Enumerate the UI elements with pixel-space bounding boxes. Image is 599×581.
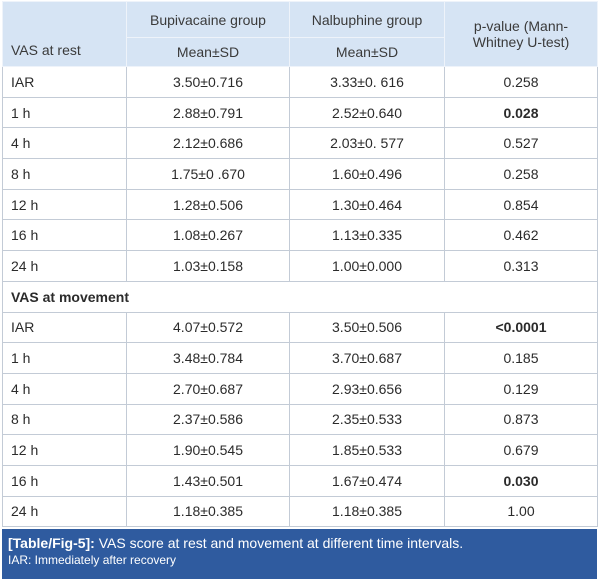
cell: 1.90±0.545 xyxy=(126,434,290,466)
cell: 0.462 xyxy=(444,219,598,252)
table-row: 1 h 3.48±0.784 3.70±0.687 0.185 xyxy=(2,342,598,374)
cell: 3.50±0.716 xyxy=(126,66,290,98)
cell: 1.43±0.501 xyxy=(126,464,290,497)
cell: 1.08±0.267 xyxy=(126,219,290,252)
cell: 1.00 xyxy=(444,495,598,528)
table-row: IAR 4.07±0.572 3.50±0.506 <0.0001 xyxy=(2,311,598,344)
cell: 0.258 xyxy=(444,158,598,190)
header-cell: Mean±SD xyxy=(126,37,290,67)
results-table: VAS at rest Bupivacaine group Nalbuphine… xyxy=(2,1,598,528)
row-label: 16 h xyxy=(2,219,127,252)
cell: 4.07±0.572 xyxy=(126,311,290,344)
cell: 1.18±0.385 xyxy=(289,495,445,528)
cell: 1.03±0.158 xyxy=(126,250,290,282)
cell: 0.030 xyxy=(444,464,598,497)
table-row: 12 h 1.90±0.545 1.85±0.533 0.679 xyxy=(2,434,598,466)
cell: 3.70±0.687 xyxy=(289,342,445,374)
row-label: 12 h xyxy=(2,188,127,221)
row-label: 8 h xyxy=(2,403,127,436)
row-label: 4 h xyxy=(2,127,127,160)
caption-note: IAR: Immediately after recovery xyxy=(8,553,177,567)
row-label: 12 h xyxy=(2,434,127,466)
cell: 2.52±0.640 xyxy=(289,96,445,129)
table-row: 24 h 1.03±0.158 1.00±0.000 0.313 xyxy=(2,250,598,282)
caption-line: [Table/Fig-5]: VAS score at rest and mov… xyxy=(8,535,591,551)
table-row: IAR 3.50±0.716 3.33±0. 616 0.258 xyxy=(2,66,598,98)
caption-label: [Table/Fig-5]: xyxy=(8,535,95,551)
row-label: IAR xyxy=(2,311,127,344)
row-label: 24 h xyxy=(2,250,127,282)
cell: 1.30±0.464 xyxy=(289,188,445,221)
header-cell: VAS at rest xyxy=(2,1,127,67)
cell: 1.60±0.496 xyxy=(289,158,445,190)
cell: 2.70±0.687 xyxy=(126,372,290,405)
cell: 0.527 xyxy=(444,127,598,160)
cell: 3.50±0.506 xyxy=(289,311,445,344)
header-cell: Nalbuphine group xyxy=(289,1,445,38)
table-row: 4 h 2.70±0.687 2.93±0.656 0.129 xyxy=(2,372,598,405)
cell: 1.13±0.335 xyxy=(289,219,445,252)
cell: 3.48±0.784 xyxy=(126,342,290,374)
header-cell: p-value (Mann-Whitney U-test) xyxy=(444,1,598,67)
cell: 0.129 xyxy=(444,372,598,405)
table-row: 16 h 1.43±0.501 1.67±0.474 0.030 xyxy=(2,464,598,497)
row-label: 8 h xyxy=(2,158,127,190)
table-row: 16 h 1.08±0.267 1.13±0.335 0.462 xyxy=(2,219,598,252)
cell: 2.03±0. 577 xyxy=(289,127,445,160)
cell: 2.12±0.686 xyxy=(126,127,290,160)
caption: [Table/Fig-5]: VAS score at rest and mov… xyxy=(2,529,597,579)
cell: 1.75±0 .670 xyxy=(126,158,290,190)
table-row: 12 h 1.28±0.506 1.30±0.464 0.854 xyxy=(2,188,598,221)
caption-text: VAS score at rest and movement at differ… xyxy=(98,535,464,551)
row-label: 16 h xyxy=(2,464,127,497)
cell: <0.0001 xyxy=(444,311,598,344)
section-title: VAS at movement xyxy=(2,280,598,313)
header-cell: Mean±SD xyxy=(289,37,445,67)
cell: 1.67±0.474 xyxy=(289,464,445,497)
header-cell: Bupivacaine group xyxy=(126,1,290,38)
cell: 2.88±0.791 xyxy=(126,96,290,129)
table-row: 24 h 1.18±0.385 1.18±0.385 1.00 xyxy=(2,495,598,528)
cell: 0.185 xyxy=(444,342,598,374)
table-row: 8 h 2.37±0.586 2.35±0.533 0.873 xyxy=(2,403,598,436)
section-row: VAS at movement xyxy=(2,280,598,313)
cell: 0.873 xyxy=(444,403,598,436)
cell: 1.00±0.000 xyxy=(289,250,445,282)
row-label: IAR xyxy=(2,66,127,98)
table-body: IAR 3.50±0.716 3.33±0. 616 0.258 1 h 2.88±0.7… xyxy=(2,66,598,528)
cell: 0.679 xyxy=(444,434,598,466)
table-row: 1 h 2.88±0.791 2.52±0.640 0.028 xyxy=(2,96,598,129)
cell: 2.35±0.533 xyxy=(289,403,445,436)
cell: 2.93±0.656 xyxy=(289,372,445,405)
cell: 1.85±0.533 xyxy=(289,434,445,466)
row-label: 24 h xyxy=(2,495,127,528)
cell: 0.313 xyxy=(444,250,598,282)
row-label: 4 h xyxy=(2,372,127,405)
cell: 1.18±0.385 xyxy=(126,495,290,528)
table-row: 8 h 1.75±0 .670 1.60±0.496 0.258 xyxy=(2,158,598,190)
cell: 3.33±0. 616 xyxy=(289,66,445,98)
cell: 0.854 xyxy=(444,188,598,221)
table-row: 4 h 2.12±0.686 2.03±0. 577 0.527 xyxy=(2,127,598,160)
cell: 0.028 xyxy=(444,96,598,129)
row-label: 1 h xyxy=(2,96,127,129)
cell: 2.37±0.586 xyxy=(126,403,290,436)
cell: 0.258 xyxy=(444,66,598,98)
row-label: 1 h xyxy=(2,342,127,374)
cell: 1.28±0.506 xyxy=(126,188,290,221)
